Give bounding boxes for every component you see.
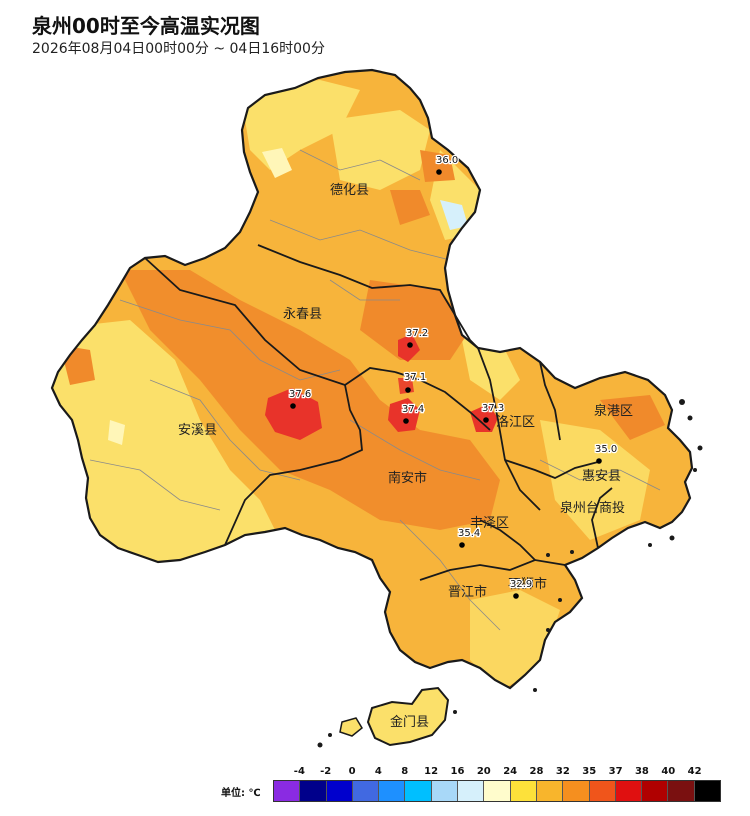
station-marker: 37.1 [403,371,428,393]
legend-swatch [615,781,643,801]
legend-swatch [326,781,353,801]
district-label-shishi: 石狮市 [508,576,547,592]
district-labels: 德化县 永春县 安溪县 南安市 洛江区 泉港区 惠安县 泉州台商投 丰泽区 晋江… [178,183,633,730]
legend-swatch [563,781,590,801]
kinmen-island [366,686,450,747]
temperature-shading [52,80,665,688]
svg-text:37.2: 37.2 [406,328,428,339]
legend-ticks: -4 -2 0 4 8 12 16 20 24 28 32 35 37 38 40 42 [273,766,721,780]
inner-boundaries [89,149,661,631]
district-label-yongchun: 永春县 [283,307,322,322]
svg-text:35.4: 35.4 [458,528,480,539]
district-label-fengze: 丰泽区 [470,516,509,531]
district-label-dehua: 德化县 [330,183,369,198]
svg-text:32.9: 32.9 [510,579,532,590]
legend-swatch [589,781,616,801]
coastal-islets [317,399,703,748]
legend-swatch [405,781,432,801]
legend-swatch [536,781,564,801]
district-label-nanan: 南安市 [388,470,427,486]
station-marker: 32.9 [509,578,534,599]
legend-swatch [379,781,406,801]
legend-tick-label: 0 [348,766,356,777]
legend-tick-label: 28 [529,766,544,777]
legend-swatch [352,781,380,801]
svg-text:37.3: 37.3 [482,403,504,414]
svg-text:37.6: 37.6 [289,389,311,400]
station-marker: 35.4 [457,527,482,548]
station-marker: 36.0 [435,154,460,175]
district-label-luojiang: 洛江区 [496,415,535,430]
legend-tick-label: 24 [503,766,518,777]
legend-swatch [510,781,537,801]
district-label-kinmen: 金门县 [390,714,429,730]
county-boundaries [144,244,613,581]
svg-text:37.4: 37.4 [402,404,424,415]
svg-text:36.0: 36.0 [436,155,458,166]
lesser-kinmen-island [339,717,363,737]
station-marker: 37.4 [401,403,426,424]
station-marker: 37.3 [481,402,506,423]
legend-tick-label: 37 [608,766,623,777]
district-label-taishang: 泉州台商投 [560,500,625,516]
legend-swatch [694,781,721,801]
district-label-quangang: 泉港区 [594,403,633,419]
legend-tick-label: 20 [476,766,491,777]
map-title: 泉州00时至今高温实况图 [32,14,260,38]
map-subtitle: 2026年08月04日00时00分 ~ 04日16时00分 [32,41,325,57]
legend-unit-label: 单位: ℃ [221,788,261,799]
legend-tick-label: 12 [424,766,439,777]
temperature-map: 德化县 永春县 安溪县 南安市 洛江区 泉港区 惠安县 泉州台商投 丰泽区 晋江… [50,68,703,748]
legend-swatch [431,781,459,801]
legend-swatch [668,781,695,801]
station-marker: 35.0 [594,443,619,464]
legend-tick-label: -2 [320,766,332,777]
legend-tick-label: 35 [582,766,597,777]
svg-text:35.0: 35.0 [595,444,617,455]
station-marker: 37.2 [405,327,430,348]
legend-swatch [300,781,327,801]
legend-tick-label: 38 [634,766,649,777]
legend-color-bar [273,780,721,802]
legend-swatch [642,781,669,801]
legend-swatch [484,781,511,801]
station-marker: 37.6 [288,388,313,409]
district-label-huian: 惠安县 [582,469,621,484]
district-label-jinjiang: 晋江市 [448,584,487,600]
legend-tick-label: 8 [401,766,409,777]
legend-tick-label: 42 [687,766,702,777]
legend-swatch [458,781,485,801]
color-legend: 单位: ℃ -4 -2 0 4 8 12 16 20 24 28 32 35 37 38 40 42 [215,766,735,806]
legend-tick-label: 40 [661,766,676,777]
legend-tick-label: 4 [374,766,382,777]
station-markers: 36.0 37.2 37.1 37.6 37.4 37.3 35.0 35.4 … [288,154,619,599]
legend-tick-label: -4 [293,766,305,777]
district-label-anxi: 安溪县 [178,423,217,438]
legend-tick-label: 16 [450,766,465,777]
svg-text:37.1: 37.1 [404,372,426,383]
legend-swatch [274,781,301,801]
legend-tick-label: 32 [555,766,570,777]
